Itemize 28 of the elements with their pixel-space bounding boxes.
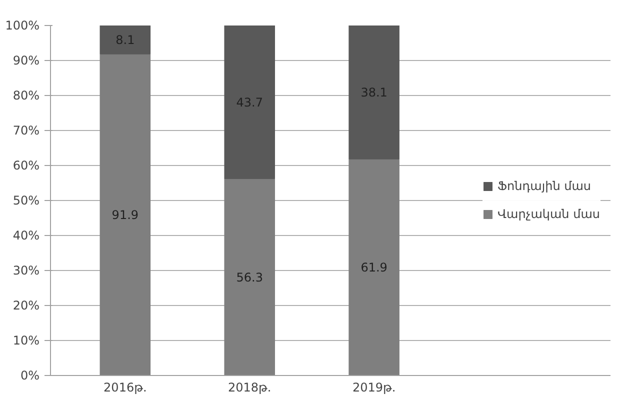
data-label: 56.3 <box>236 270 263 284</box>
y-tick-label: 60% <box>12 158 40 172</box>
bar <box>224 178 275 376</box>
y-tick-label: 50% <box>12 194 40 208</box>
y-tick-label: 100% <box>5 18 40 32</box>
y-tick-label: 40% <box>12 228 40 242</box>
data-label: 91.9 <box>112 208 139 222</box>
x-tick-label: 2016թ. <box>104 380 147 394</box>
bar <box>224 26 275 179</box>
x-tick-label: 2018թ. <box>228 380 272 394</box>
bar <box>348 26 400 160</box>
x-tick-label: 2019թ. <box>352 380 396 394</box>
data-label: 61.9 <box>360 260 388 275</box>
bar <box>100 26 151 54</box>
legend-label: Ֆոնդային մաս <box>498 179 592 193</box>
y-tick-label: 70% <box>12 124 40 138</box>
bar <box>100 53 151 376</box>
data-label: 43.7 <box>236 95 263 110</box>
data-label: 38.1 <box>360 86 388 100</box>
y-tick-label: 10% <box>12 334 40 348</box>
legend-label: Վարչական մաս <box>498 207 600 221</box>
y-tick-label: 0% <box>20 368 40 382</box>
y-tick-label: 20% <box>12 298 40 312</box>
bar <box>348 158 400 376</box>
data-label: 8.1 <box>116 33 135 48</box>
y-tick-label: 30% <box>12 264 40 278</box>
y-tick-label: 80% <box>12 88 40 102</box>
y-tick-label: 90% <box>12 54 40 68</box>
